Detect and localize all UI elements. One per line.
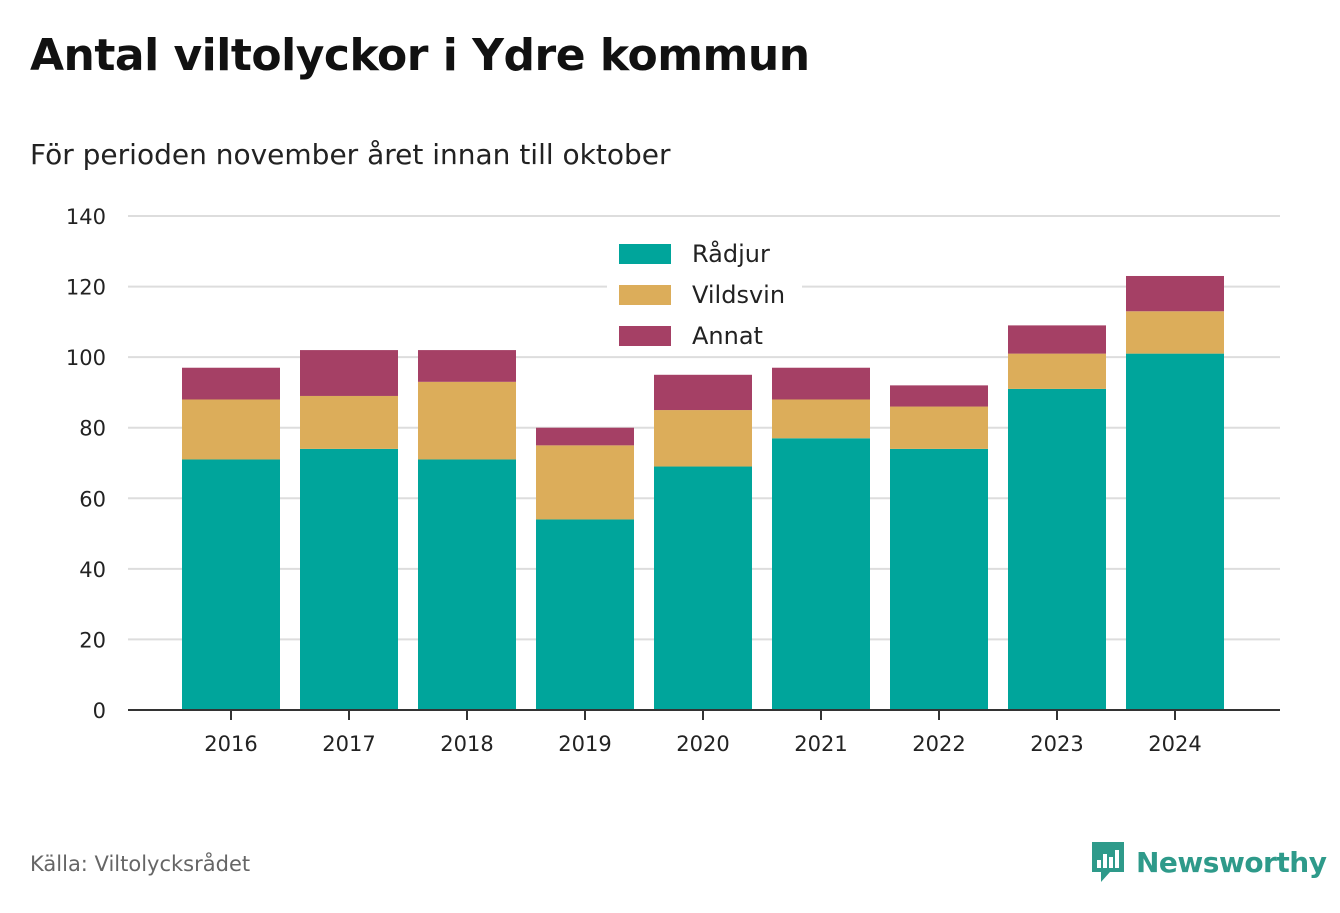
- bar-vildsvin-2024: [1126, 311, 1224, 354]
- y-axis-ticks: 0 20 40 60 80 100 120 140: [66, 205, 106, 723]
- bar-vildsvin-2017: [300, 395, 398, 449]
- x-axis: 2016 2017 2018 2019 2020 2021 2022 2023 2024: [128, 709, 1280, 756]
- bar-rådjur-2022: [890, 448, 988, 710]
- y-tick-label: 40: [79, 558, 106, 582]
- y-tick-label: 60: [79, 487, 106, 511]
- x-tick-label: 2024: [1148, 732, 1201, 756]
- chart-title: Antal viltolyckor i Ydre kommun: [30, 30, 810, 81]
- bar-rådjur-2018: [418, 459, 516, 710]
- bar-rådjur-2023: [1008, 388, 1106, 710]
- bar-annat-2021: [772, 367, 870, 400]
- bar-rådjur-2024: [1126, 353, 1224, 710]
- bar-vildsvin-2019: [536, 445, 634, 520]
- legend-swatch-annat: [619, 326, 671, 346]
- bar-rådjur-2017: [300, 448, 398, 710]
- x-tick-label: 2019: [558, 732, 611, 756]
- x-tick-label: 2021: [794, 732, 847, 756]
- source-note: Källa: Viltolycksrådet: [30, 852, 251, 876]
- x-tick-label: 2022: [912, 732, 965, 756]
- legend: Rådjur Vildsvin Annat: [607, 232, 802, 356]
- legend-swatch-rådjur: [619, 244, 671, 264]
- legend-label-vildsvin: Vildsvin: [692, 281, 785, 309]
- y-tick-label: 20: [79, 628, 106, 652]
- bar-annat-2018: [418, 350, 516, 382]
- bar-vildsvin-2022: [890, 406, 988, 449]
- bar-vildsvin-2021: [772, 399, 870, 439]
- bar-annat-2016: [182, 367, 280, 400]
- x-tick-label: 2018: [440, 732, 493, 756]
- bars: [182, 275, 1224, 710]
- bar-vildsvin-2020: [654, 410, 752, 467]
- y-tick-label: 140: [66, 205, 106, 229]
- chart-subtitle: För perioden november året innan till ok…: [30, 138, 671, 171]
- x-tick-label: 2016: [204, 732, 257, 756]
- y-tick-label: 0: [93, 699, 106, 723]
- y-tick-label: 80: [79, 417, 106, 441]
- bar-annat-2023: [1008, 325, 1106, 354]
- legend-swatch-vildsvin: [619, 285, 671, 305]
- y-tick-label: 100: [66, 346, 106, 370]
- bar-vildsvin-2023: [1008, 353, 1106, 389]
- x-tick-label: 2023: [1030, 732, 1083, 756]
- x-tick-label: 2020: [676, 732, 729, 756]
- bar-annat-2020: [654, 374, 752, 411]
- bar-rådjur-2019: [536, 519, 634, 710]
- bar-annat-2024: [1126, 275, 1224, 312]
- y-tick-label: 120: [66, 276, 106, 300]
- bar-vildsvin-2018: [418, 381, 516, 460]
- bar-annat-2022: [890, 385, 988, 407]
- bar-vildsvin-2016: [182, 399, 280, 460]
- x-tick-label: 2017: [322, 732, 375, 756]
- bar-rådjur-2021: [772, 438, 870, 710]
- legend-label-rådjur: Rådjur: [692, 239, 770, 268]
- chart-speech-bubble-icon: [1092, 842, 1124, 882]
- bar-annat-2017: [300, 350, 398, 396]
- bar-rådjur-2020: [654, 466, 752, 710]
- brand-logo: Newsworthy: [1090, 840, 1327, 884]
- legend-label-annat: Annat: [692, 322, 763, 350]
- bar-annat-2019: [536, 427, 634, 446]
- bar-rådjur-2016: [182, 459, 280, 710]
- brand-name: Newsworthy: [1136, 845, 1327, 879]
